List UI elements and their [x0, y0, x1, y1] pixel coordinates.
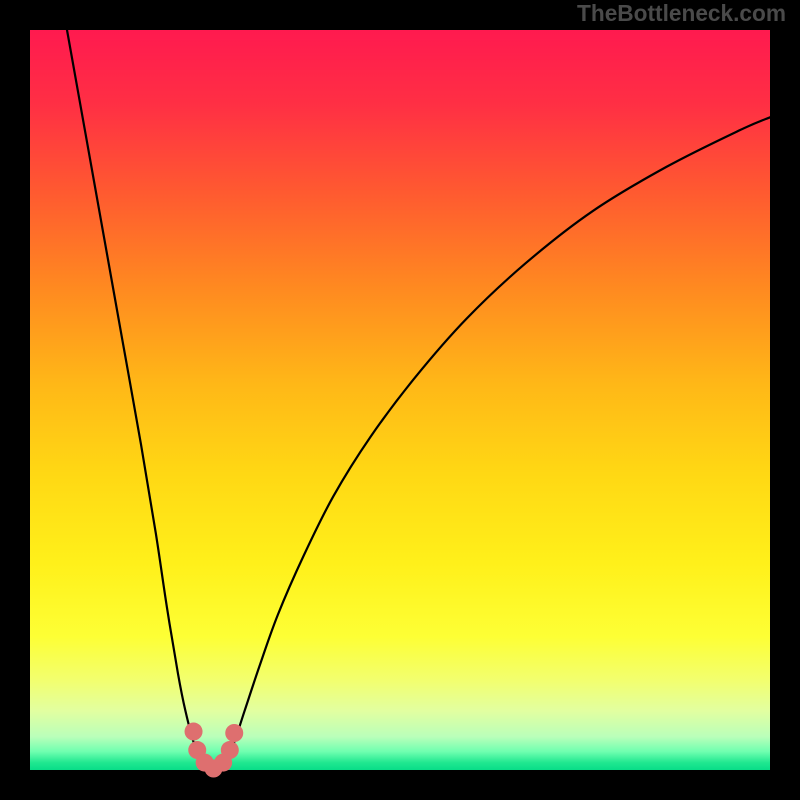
curve-marker [225, 724, 243, 742]
curve-marker [185, 723, 203, 741]
curve-marker [221, 741, 239, 759]
curve-layer [30, 30, 770, 770]
chart-container: TheBottleneck.com [0, 0, 800, 800]
bottleneck-curve [67, 30, 770, 770]
watermark-text: TheBottleneck.com [577, 0, 786, 27]
curve-markers [185, 723, 244, 778]
chart-plot-area [30, 30, 770, 770]
